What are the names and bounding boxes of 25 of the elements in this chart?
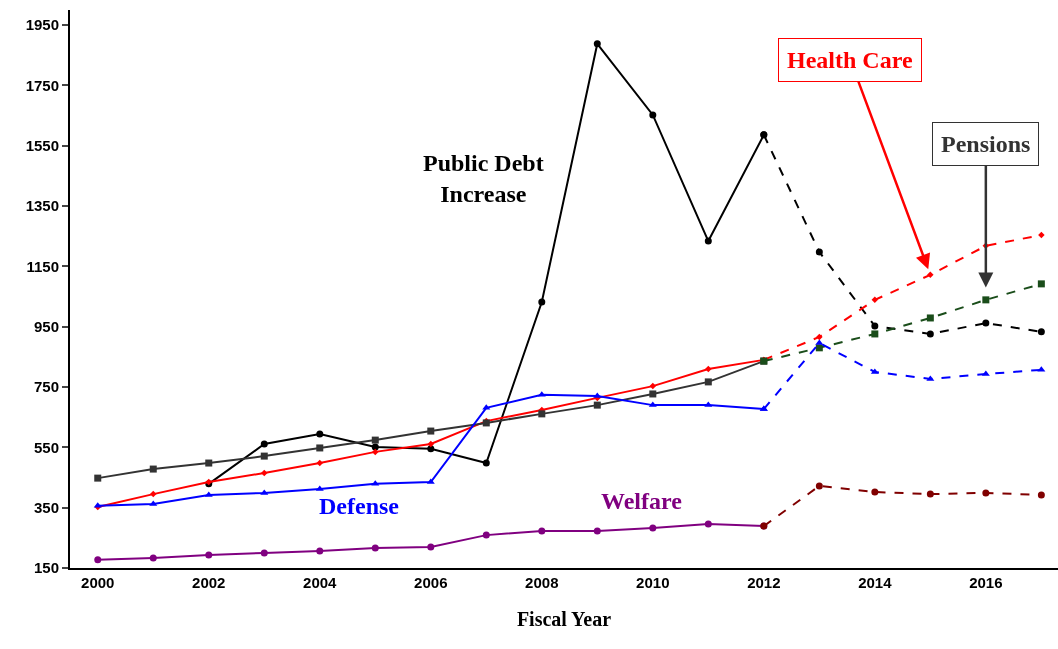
text: Health Care (787, 47, 913, 73)
y-tick-label: 550 (33, 438, 59, 456)
x-tick-label: 2016 (969, 574, 1003, 591)
series-label: Defense (319, 493, 400, 519)
x-tick-label: 2002 (192, 574, 226, 591)
y-tick-label: 350 (33, 498, 59, 516)
y-tick-label: 150 (33, 559, 59, 577)
y-tick-label: 950 (33, 317, 59, 335)
x-tick-label: 2006 (414, 574, 448, 591)
y-tick-label: 1950 (25, 16, 59, 34)
x-tick-label: 2004 (303, 574, 338, 591)
x-tick-label: 2012 (747, 574, 781, 591)
y-tick-label: 1150 (26, 257, 59, 275)
text: Pensions (941, 131, 1031, 157)
y-tick-label: 1550 (25, 136, 59, 154)
series-label: Welfare (601, 488, 683, 514)
x-tick-label: 2010 (636, 574, 670, 591)
x-tick-label: 2008 (525, 574, 559, 591)
y-tick-label: 1750 (25, 76, 59, 94)
y-tick-label: 750 (33, 378, 59, 396)
x-axis-title: Fiscal Year (516, 608, 612, 630)
series-label: Public Debt Increase (423, 150, 544, 208)
x-tick-label: 2014 (858, 574, 893, 591)
x-tick-label: 2000 (81, 574, 115, 591)
y-tick-label: 1350 (25, 197, 59, 215)
